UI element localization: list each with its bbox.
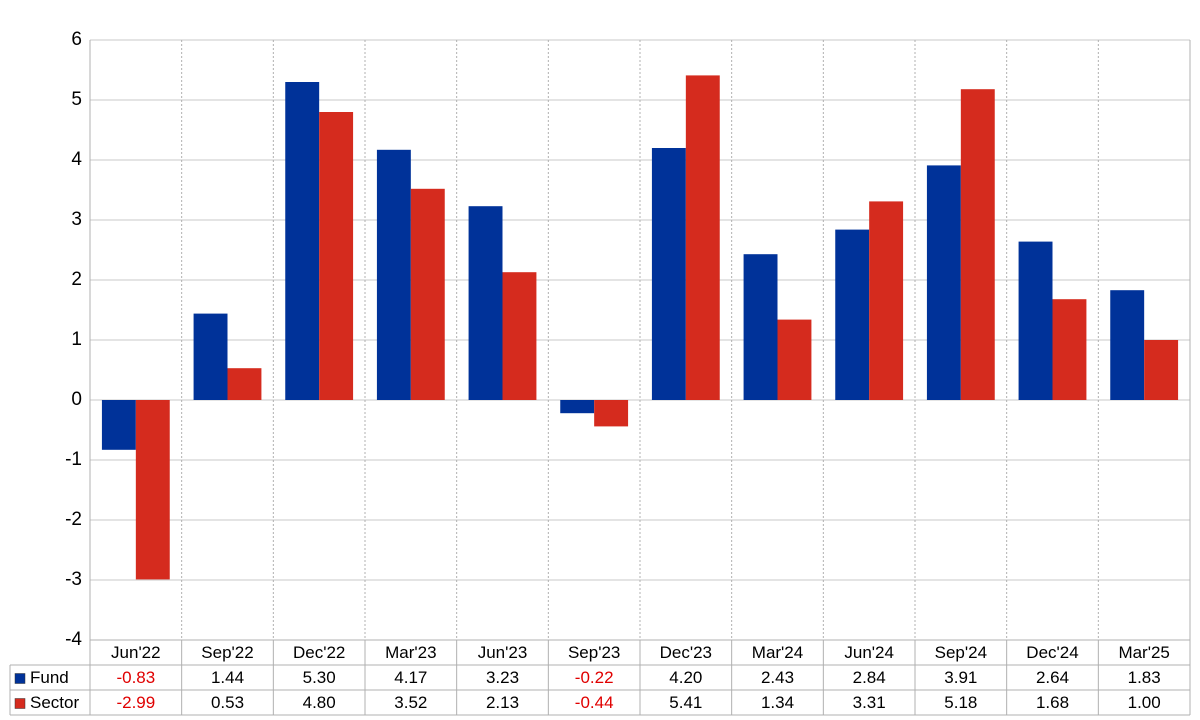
x-tick-label: Sep'23 <box>568 643 620 662</box>
y-tick-label: 3 <box>71 209 82 230</box>
x-tick-label: Jun'23 <box>478 643 528 662</box>
table-value: 2.43 <box>761 668 794 687</box>
bar <box>594 400 629 427</box>
legend-swatch <box>14 698 26 709</box>
x-tick-label: Sep'22 <box>201 643 253 662</box>
table-value: 4.17 <box>394 668 427 687</box>
table-value: -0.44 <box>575 693 614 712</box>
bar <box>101 400 136 450</box>
table-value: 1.00 <box>1128 693 1161 712</box>
y-tick-label: -4 <box>65 629 82 650</box>
y-tick-label: 1 <box>71 329 82 350</box>
bar <box>869 201 904 400</box>
bar <box>319 112 354 400</box>
bar <box>651 148 686 400</box>
bar <box>777 319 812 400</box>
table-value: 1.83 <box>1128 668 1161 687</box>
bar <box>376 149 411 400</box>
table-value: 5.18 <box>944 693 977 712</box>
table-value: 5.30 <box>303 668 336 687</box>
bar <box>135 400 170 580</box>
table-value: 4.80 <box>303 693 336 712</box>
legend-swatch <box>14 673 26 684</box>
bar <box>560 400 595 414</box>
x-tick-label: Sep'24 <box>935 643 987 662</box>
bar <box>835 229 870 400</box>
y-tick-label: -2 <box>65 509 82 530</box>
bar <box>926 165 961 400</box>
table-value: 1.34 <box>761 693 794 712</box>
table-value: 4.20 <box>669 668 702 687</box>
y-tick-label: 5 <box>71 89 82 110</box>
legend-label: Fund <box>30 668 69 687</box>
bar <box>1144 340 1179 400</box>
legend-label: Sector <box>30 693 79 712</box>
table-value: 2.84 <box>853 668 886 687</box>
bar <box>227 368 262 400</box>
bar <box>1110 290 1145 400</box>
bar <box>960 89 995 400</box>
table-value: 2.64 <box>1036 668 1069 687</box>
x-tick-label: Dec'24 <box>1026 643 1078 662</box>
bar <box>410 188 445 400</box>
bar <box>1052 299 1087 400</box>
y-tick-label: 6 <box>71 29 82 50</box>
table-value: 3.31 <box>853 693 886 712</box>
bar <box>1018 241 1053 400</box>
y-tick-label: 2 <box>71 269 82 290</box>
y-tick-label: -3 <box>65 569 82 590</box>
table-value: 3.23 <box>486 668 519 687</box>
table-value: 0.53 <box>211 693 244 712</box>
x-tick-label: Jun'24 <box>844 643 894 662</box>
table-value: 1.44 <box>211 668 244 687</box>
y-tick-label: 0 <box>71 389 82 410</box>
x-tick-label: Jun'22 <box>111 643 161 662</box>
y-tick-label: 4 <box>71 149 82 170</box>
table-value: -0.22 <box>575 668 614 687</box>
x-tick-label: Mar'24 <box>752 643 803 662</box>
bar <box>743 254 778 400</box>
table-value: 5.41 <box>669 693 702 712</box>
table-value: -0.83 <box>116 668 155 687</box>
bar <box>193 313 228 400</box>
table-value: -2.99 <box>116 693 155 712</box>
bar <box>468 206 503 400</box>
table-value: 1.68 <box>1036 693 1069 712</box>
x-tick-label: Mar'25 <box>1118 643 1169 662</box>
bar <box>685 75 720 401</box>
bar <box>285 82 320 400</box>
x-tick-label: Dec'23 <box>660 643 712 662</box>
x-tick-label: Dec'22 <box>293 643 345 662</box>
table-value: 3.91 <box>944 668 977 687</box>
bar <box>502 272 537 400</box>
table-value: 3.52 <box>394 693 427 712</box>
x-tick-label: Mar'23 <box>385 643 436 662</box>
table-value: 2.13 <box>486 693 519 712</box>
y-tick-label: -1 <box>65 449 82 470</box>
